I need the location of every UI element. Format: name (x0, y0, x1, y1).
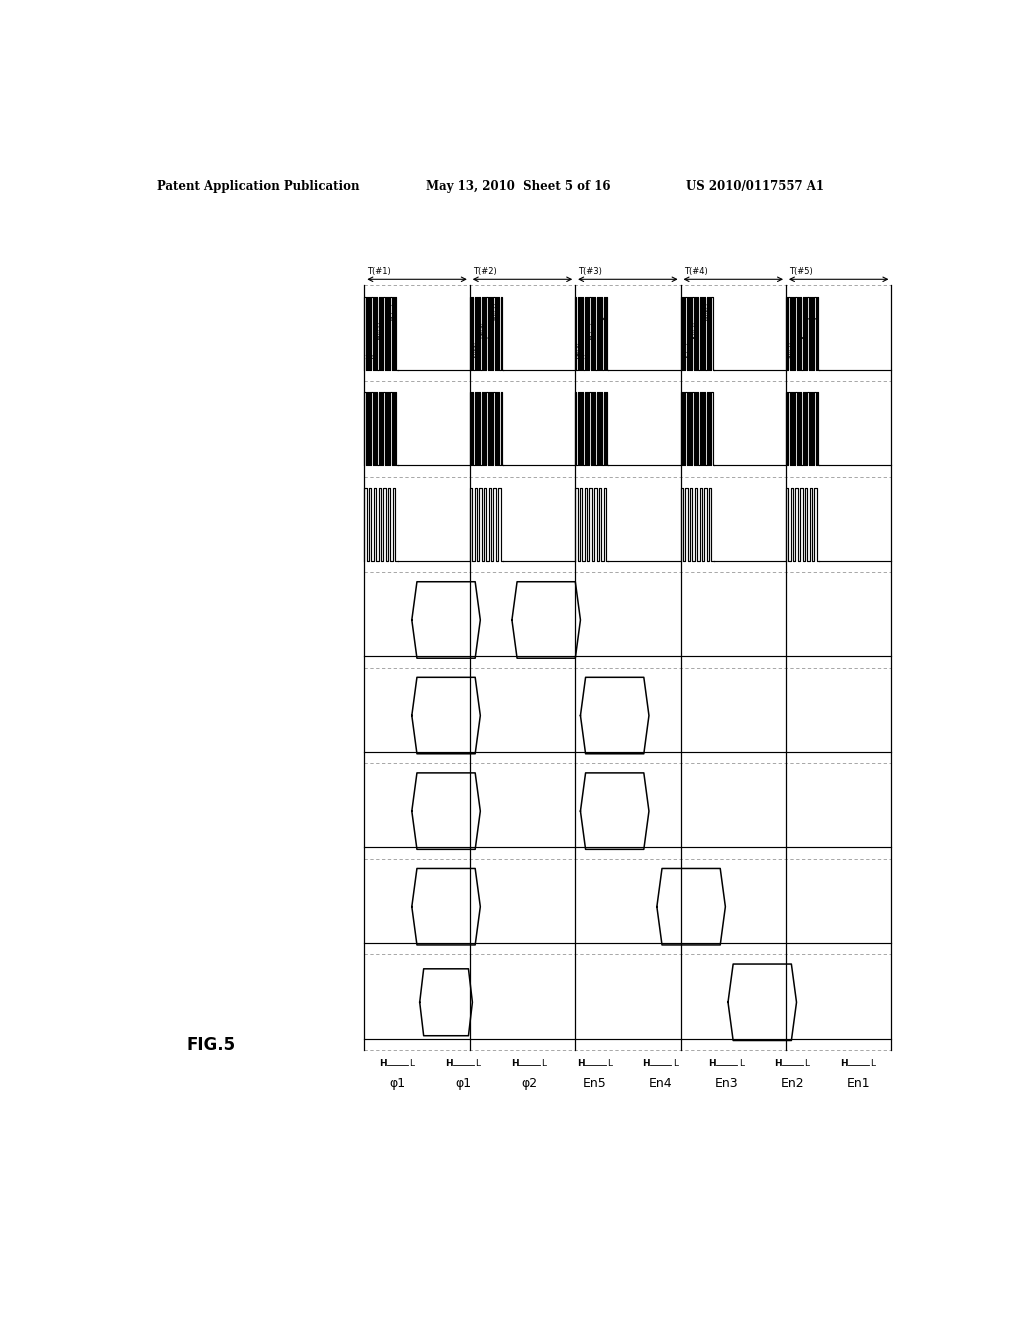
Text: T(#5): T(#5) (790, 267, 813, 276)
Text: H: H (444, 1059, 453, 1068)
Text: En3: En3 (715, 1077, 738, 1090)
Text: H: H (379, 1059, 387, 1068)
Text: H: H (642, 1059, 650, 1068)
Text: T(L1): T(L1) (788, 342, 794, 355)
Text: L: L (738, 1059, 743, 1068)
Text: T(L2): T(L2) (377, 322, 382, 337)
Text: T(L2): T(L2) (693, 322, 697, 337)
Text: T(L7): T(L7) (494, 304, 499, 317)
Text: L: L (541, 1059, 546, 1068)
Text: L: L (673, 1059, 678, 1068)
Text: L: L (805, 1059, 810, 1068)
Text: φ1: φ1 (389, 1077, 406, 1090)
Text: May 13, 2010  Sheet 5 of 16: May 13, 2010 Sheet 5 of 16 (426, 180, 611, 193)
Text: φ2: φ2 (521, 1077, 538, 1090)
Text: T(L7): T(L7) (388, 304, 393, 317)
Text: T(L1): T(L1) (578, 342, 583, 355)
Text: FIG.5: FIG.5 (186, 1036, 236, 1055)
Text: En2: En2 (780, 1077, 805, 1090)
Text: T(#2): T(#2) (473, 267, 497, 276)
Text: T(#1): T(#1) (368, 267, 391, 276)
Text: L: L (475, 1059, 480, 1068)
Text: H: H (709, 1059, 716, 1068)
Text: T(#3): T(#3) (579, 267, 602, 276)
Text: T(L2): T(L2) (588, 322, 593, 337)
Text: T(L1): T(L1) (472, 342, 477, 355)
Text: En4: En4 (649, 1077, 673, 1090)
Text: US 2010/0117557 A1: US 2010/0117557 A1 (686, 180, 824, 193)
Text: T(L2): T(L2) (482, 322, 487, 337)
Text: En1: En1 (847, 1077, 870, 1090)
Text: H: H (577, 1059, 585, 1068)
Text: T(L7): T(L7) (705, 304, 710, 317)
Text: H: H (511, 1059, 518, 1068)
Text: L: L (410, 1059, 415, 1068)
Text: Patent Application Publication: Patent Application Publication (158, 180, 360, 193)
Text: L: L (607, 1059, 612, 1068)
Text: T(L2): T(L2) (799, 322, 803, 337)
Text: T(L1): T(L1) (368, 342, 372, 355)
Text: T(L7): T(L7) (599, 304, 604, 317)
Text: T(#4): T(#4) (684, 267, 708, 276)
Text: En5: En5 (583, 1077, 607, 1090)
Text: H: H (840, 1059, 848, 1068)
Text: L: L (870, 1059, 876, 1068)
Text: T(L1): T(L1) (683, 342, 688, 355)
Text: T(L7): T(L7) (810, 304, 814, 317)
Text: H: H (774, 1059, 782, 1068)
Text: φ1: φ1 (455, 1077, 471, 1090)
